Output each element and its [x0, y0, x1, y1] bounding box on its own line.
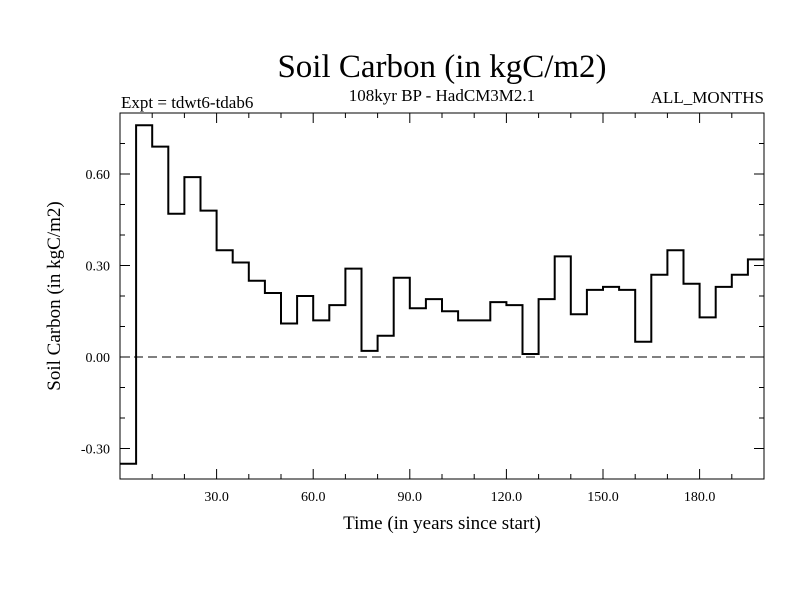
x-tick-label: 30.0 [204, 490, 229, 505]
experiment-label: Expt = tdwt6-tdab6 [121, 93, 253, 112]
x-tick-label: 150.0 [587, 490, 619, 505]
x-axis-label: Time (in years since start) [343, 513, 541, 534]
plot-area: 30.0 60.0 90.0 120.0 150.0 180.0 -0.30 0.00 0.30… [81, 113, 764, 505]
y-tick-label: 0.30 [86, 260, 111, 275]
y-tick-label: 0.60 [86, 168, 111, 183]
soil-carbon-step-line [120, 124, 764, 465]
chart-subtitle: 108kyr BP - HadCM3M2.1 [349, 86, 535, 105]
y-tick-label: -0.30 [81, 443, 110, 458]
plot-frame [119, 112, 765, 480]
x-tick-label: 180.0 [684, 490, 716, 505]
y-tick-label: 0.00 [86, 351, 111, 366]
y-axis-label: Soil Carbon (in kgC/m2) [44, 201, 65, 390]
chart-title: Soil Carbon (in kgC/m2) [277, 49, 606, 85]
x-tick-label: 60.0 [301, 490, 326, 505]
months-label: ALL_MONTHS [651, 88, 764, 107]
x-tick-label: 90.0 [398, 490, 423, 505]
x-tick-label: 120.0 [491, 490, 523, 505]
